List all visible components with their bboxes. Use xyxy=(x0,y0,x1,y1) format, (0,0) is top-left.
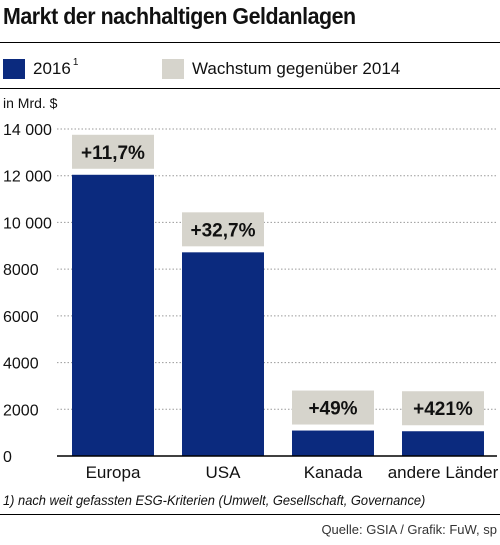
y-tick-label: 2000 xyxy=(3,402,39,419)
chart-title: Markt der nachhaltigen Geldanlagen xyxy=(3,3,356,29)
x-category-label: andere Länder xyxy=(388,463,499,482)
x-category-label: Kanada xyxy=(304,463,363,482)
bar xyxy=(292,430,374,456)
legend-divider xyxy=(0,88,500,89)
source-credit: Quelle: GSIA / Grafik: FuW, sp xyxy=(321,522,497,537)
legend-swatch-2016 xyxy=(3,59,25,79)
growth-label: +49% xyxy=(308,399,357,420)
legend-label-2016: 2016 1 xyxy=(33,57,79,78)
bar xyxy=(72,174,154,456)
bar xyxy=(402,431,484,456)
x-category-label: Europa xyxy=(86,463,141,482)
y-tick-label: 4000 xyxy=(3,356,39,373)
title-divider xyxy=(0,42,500,43)
growth-label: +421% xyxy=(413,399,473,420)
y-tick-label: 14 000 xyxy=(3,122,52,139)
bar xyxy=(182,252,264,456)
growth-label: +11,7% xyxy=(81,143,145,164)
growth-label-box xyxy=(182,212,264,247)
footnote-divider xyxy=(0,514,500,515)
growth-label-box xyxy=(292,390,374,425)
y-tick-label: 6000 xyxy=(3,309,39,326)
x-category-label: USA xyxy=(206,463,242,482)
y-tick-label: 8000 xyxy=(3,262,39,279)
y-tick-label: 0 xyxy=(3,449,12,466)
growth-label-box xyxy=(402,391,484,426)
legend-swatch-growth xyxy=(162,59,184,79)
growth-label: +32,7% xyxy=(191,220,256,241)
legend-item-2016: 2016 1 xyxy=(3,57,79,80)
y-tick-label: 12 000 xyxy=(3,169,52,186)
footnote: 1) nach weit gefassten ESG-Kriterien (Um… xyxy=(3,492,426,508)
legend-label-growth: Wachstum gegenüber 2014 xyxy=(192,59,401,78)
growth-label-box xyxy=(72,134,154,169)
y-tick-label: 10 000 xyxy=(3,215,52,232)
legend-item-growth: Wachstum gegenüber 2014 xyxy=(162,58,400,80)
y-axis-unit-label: in Mrd. $ xyxy=(3,95,58,111)
